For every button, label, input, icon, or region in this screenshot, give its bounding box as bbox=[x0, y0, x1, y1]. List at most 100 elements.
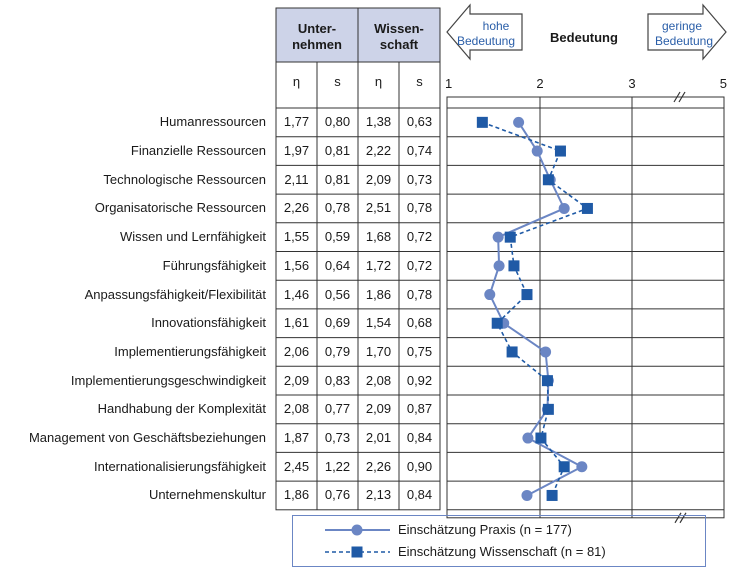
legend-marker-wissenschaft bbox=[351, 546, 363, 558]
series-point-square bbox=[504, 231, 516, 243]
chart-title: Bedeutung bbox=[550, 30, 618, 45]
row-label: Anpassungsfähigkeit/Flexibilität bbox=[84, 286, 266, 302]
table-cell: 1,97 bbox=[283, 143, 310, 159]
axis-break-bottom bbox=[674, 512, 682, 524]
table-cell: 0,69 bbox=[324, 315, 351, 331]
series-point-square bbox=[521, 289, 533, 301]
table-cell: 0,81 bbox=[324, 171, 351, 187]
axis-break-top bbox=[678, 91, 686, 103]
table-cell: 0,84 bbox=[406, 487, 433, 503]
table-cell: 0,78 bbox=[324, 200, 351, 216]
axis-break-bottom bbox=[679, 512, 687, 524]
table-cell: 1,46 bbox=[283, 286, 310, 302]
table-cell: 1,38 bbox=[365, 114, 392, 130]
table-cell: 0,75 bbox=[406, 343, 433, 359]
header-eta-wissenschaft: η bbox=[374, 74, 383, 89]
table-cell: 0,80 bbox=[324, 114, 351, 130]
table-cell: 1,77 bbox=[283, 114, 310, 130]
row-label: Internationalisierungsfähigkeit bbox=[94, 458, 266, 474]
table-cell: 0,77 bbox=[324, 401, 351, 417]
arrow-right-label-line1: geringe bbox=[662, 19, 702, 33]
legend bbox=[292, 515, 706, 567]
series-point-circle bbox=[484, 289, 496, 301]
table-cell: 2,26 bbox=[283, 200, 310, 216]
row-label: Finanzielle Ressourcen bbox=[130, 143, 266, 159]
axis-tick-label: 3 bbox=[628, 76, 635, 91]
table-cell: 1,61 bbox=[283, 315, 310, 331]
axis-tick-label: 2 bbox=[536, 76, 543, 91]
table-cell: 0,81 bbox=[324, 143, 351, 159]
table-cell: 1,22 bbox=[324, 458, 351, 474]
series-point-square bbox=[506, 346, 518, 358]
table-cell: 1,86 bbox=[283, 487, 310, 503]
plot-frame bbox=[446, 96, 725, 519]
table-cell: 2,08 bbox=[365, 372, 392, 388]
axis-break-top bbox=[673, 91, 681, 103]
header-unternehmen: Unter- nehmen bbox=[276, 21, 358, 53]
table-cell: 0,87 bbox=[406, 401, 433, 417]
legend-marker-praxis bbox=[351, 524, 363, 536]
row-label: Implementierungsgeschwindigkeit bbox=[70, 372, 266, 388]
table-cell: 1,86 bbox=[365, 286, 392, 302]
series-point-square bbox=[542, 174, 554, 186]
table-cell: 1,54 bbox=[365, 315, 392, 331]
table-cell: 1,72 bbox=[365, 257, 392, 273]
table-cell: 2,22 bbox=[365, 143, 392, 159]
table-cell: 0,83 bbox=[324, 372, 351, 388]
series-point-circle bbox=[531, 145, 543, 157]
arrow-left-label-line1: hohe bbox=[483, 19, 510, 33]
row-label: Humanressourcen bbox=[159, 114, 266, 130]
series-point-square bbox=[542, 403, 554, 415]
row-label: Unternehmenskultur bbox=[148, 487, 266, 503]
header-s-unternehmen: s bbox=[334, 74, 341, 89]
table-cell: 1,56 bbox=[283, 257, 310, 273]
series-point-circle bbox=[558, 202, 570, 214]
table-cell: 0,59 bbox=[324, 229, 351, 245]
table-cell: 2,51 bbox=[365, 200, 392, 216]
header-unternehmen-line1: Unter- bbox=[297, 21, 337, 36]
table-cell: 1,68 bbox=[365, 229, 392, 245]
header-eta-unternehmen: η bbox=[292, 74, 301, 89]
series-point-circle bbox=[493, 260, 505, 272]
table-cell: 0,84 bbox=[406, 430, 433, 446]
table-cell: 0,68 bbox=[406, 315, 433, 331]
series-point-circle bbox=[576, 461, 588, 473]
arrow-left-label-line2: Bedeutung bbox=[457, 34, 515, 48]
table-cell: 0,64 bbox=[324, 257, 351, 273]
series-point-square bbox=[558, 461, 570, 473]
series-point-square bbox=[491, 317, 503, 329]
header-wissenschaft: Wissen- schaft bbox=[358, 21, 440, 53]
table-cell: 2,26 bbox=[365, 458, 392, 474]
table-cell: 0,78 bbox=[406, 200, 433, 216]
table-cell: 0,73 bbox=[406, 171, 433, 187]
table-cell: 0,79 bbox=[324, 343, 351, 359]
arrow-right-label-line2: Bedeutung bbox=[655, 34, 713, 48]
header-wissenschaft-line2: schaft bbox=[379, 37, 419, 52]
header-s-wissenschaft: s bbox=[416, 74, 423, 89]
series-point-square bbox=[546, 489, 558, 501]
arrow-right-shape bbox=[647, 3, 727, 61]
table-cell: 0,72 bbox=[406, 257, 433, 273]
row-label: Wissen und Lernfähigkeit bbox=[120, 229, 266, 245]
series-point-square bbox=[508, 260, 520, 272]
table-cell: 2,08 bbox=[283, 401, 310, 417]
table-cell: 2,09 bbox=[283, 372, 310, 388]
table-cell: 0,63 bbox=[406, 114, 433, 130]
series-point-square bbox=[554, 145, 566, 157]
table-cell: 0,72 bbox=[406, 229, 433, 245]
table-cell: 2,11 bbox=[284, 171, 309, 187]
series-point-square bbox=[535, 432, 547, 444]
table-cell: 2,09 bbox=[365, 401, 392, 417]
row-label: Technologische Ressourcen bbox=[103, 171, 266, 187]
axis-tick-label: 5 bbox=[720, 76, 727, 91]
table-cell: 0,90 bbox=[406, 458, 433, 474]
axis-tick-label: 1 bbox=[445, 76, 452, 91]
row-label: Führungsfähigkeit bbox=[162, 257, 266, 273]
table-cell: 1,70 bbox=[365, 343, 392, 359]
series-point-circle bbox=[522, 432, 534, 444]
table-cell: 2,09 bbox=[365, 171, 392, 187]
series-point-circle bbox=[521, 489, 533, 501]
row-label: Management von Geschäftsbeziehungen bbox=[28, 430, 266, 446]
